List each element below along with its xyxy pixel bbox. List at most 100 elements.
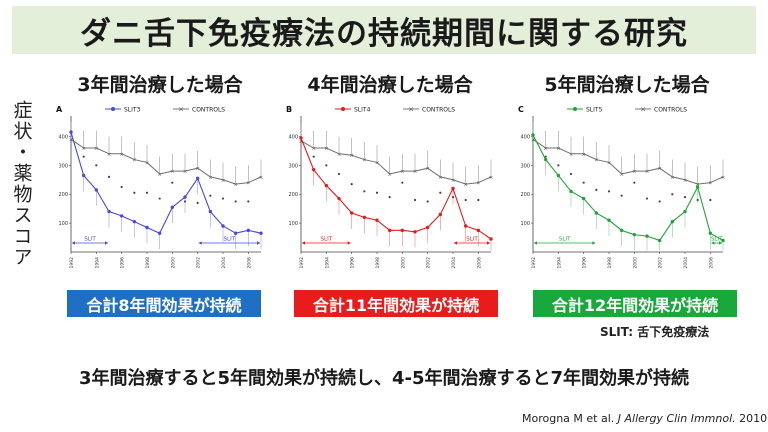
y-tick-label: 400 [520,134,530,140]
point-slit [556,173,561,178]
svg-text:×: × [640,106,646,114]
point-slit [349,211,354,215]
point-marker-dot [426,200,429,203]
x-tick-label: 1996 [120,257,126,269]
x-tick-label: 1992 [69,257,75,269]
legend-entry-slit [567,107,583,111]
point-slit [208,209,213,214]
point-marker-dot [375,191,379,194]
point-marker-dot [477,198,480,202]
point-controls: × [413,169,418,175]
point-marker-dot [196,201,199,204]
panel-heading-a: 3年間治療した場合 [77,74,243,96]
series-line-slit [300,137,492,240]
y-axis-label: 症状・薬物スコア [10,100,33,268]
point-marker-dot [544,155,547,158]
point-slit [594,211,599,215]
point-slit [69,130,73,134]
point-controls: × [170,169,175,175]
point-slit [221,224,225,228]
series-line-slit [70,131,262,234]
point-marker-dot [325,164,328,167]
point-slit [299,136,303,140]
point-controls: × [107,152,112,158]
legend-label-controls: CONTROLS [422,107,455,114]
point-controls: × [594,158,599,164]
y-tick-label: 300 [288,163,298,169]
x-tick-label: 1996 [350,257,356,269]
slit-period-label: SLIT [84,237,96,243]
point-slit [387,228,392,233]
point-controls: × [489,175,494,181]
effect-badge-a: 合計8年間効果が持続 [67,290,261,317]
point-slit [132,219,137,224]
x-tick-label: 1994 [556,257,562,269]
point-marker-dot [337,172,341,176]
point-controls: × [619,172,624,178]
point-controls: × [451,178,456,184]
x-tick-label: 2000 [400,257,406,269]
x-tick-label: 2002 [196,257,202,269]
x-tick-label: 2006 [708,257,714,269]
citation: Morogna M et al. J Allergy Clin Immnol. … [522,412,768,425]
legend-label-controls: CONTROLS [192,107,225,114]
point-controls: × [362,158,367,164]
point-controls: × [94,146,99,152]
point-controls: × [195,166,200,172]
slit-period-label: SLIT [711,237,723,243]
series-line-slit [532,134,724,242]
point-marker-dot [312,155,315,158]
point-marker-dot [209,194,212,197]
y-tick-label: 300 [58,163,68,169]
point-controls: × [543,146,548,152]
y-tick-label: 300 [520,163,530,169]
point-slit [581,196,586,201]
point-controls: × [708,181,713,187]
point-controls: × [337,152,342,158]
point-slit [695,185,700,189]
x-tick-label: 1998 [375,257,381,269]
point-controls: × [721,175,726,181]
panel-letter: B [286,105,292,114]
x-tick-label: 2004 [683,257,689,269]
point-controls: × [81,146,86,152]
y-tick-label: 100 [288,221,298,227]
point-slit [81,173,86,178]
point-marker-dot [557,164,560,167]
point-controls: × [695,182,700,188]
point-marker-dot [82,155,85,158]
point-slit [233,231,238,235]
point-marker-dot [401,181,404,184]
point-controls: × [632,169,637,175]
panel-heading-c: 5年間治療した場合 [544,74,710,96]
point-controls: × [387,172,392,178]
point-marker-dot [595,188,598,191]
point-controls: × [233,182,238,188]
point-controls: × [556,146,561,152]
point-marker-dot [671,193,674,196]
y-tick-label: 100 [58,221,68,227]
point-slit [708,231,713,235]
x-tick-label: 2004 [221,257,227,269]
x-tick-label: 1992 [531,257,537,269]
point-slit [683,209,687,214]
legend-label-slit: SLIT4 [354,107,371,114]
point-marker-dot [607,190,611,193]
point-slit [311,167,316,172]
y-tick-label: 200 [520,192,530,198]
point-marker-dot [171,181,174,184]
point-slit [400,228,405,233]
point-controls: × [425,166,430,172]
x-tick-label: 1998 [145,257,151,269]
chart-panel-a: A SLIT3 × CONTROLS 100 200 300 400 1992 1994 1996 1… [56,105,263,269]
point-slit [119,214,124,218]
chart-panel-b: B SLIT4 × CONTROLS 100 200 300 400 1992 1994 1996 1… [286,105,494,269]
y-tick-label: 200 [288,192,298,198]
point-marker-dot [709,198,712,202]
point-controls: × [607,160,612,166]
point-marker-dot [439,191,442,194]
point-slit [413,230,417,234]
point-slit [375,218,379,222]
legend-entry-controls: × [635,106,651,114]
point-marker-dot [388,196,391,199]
